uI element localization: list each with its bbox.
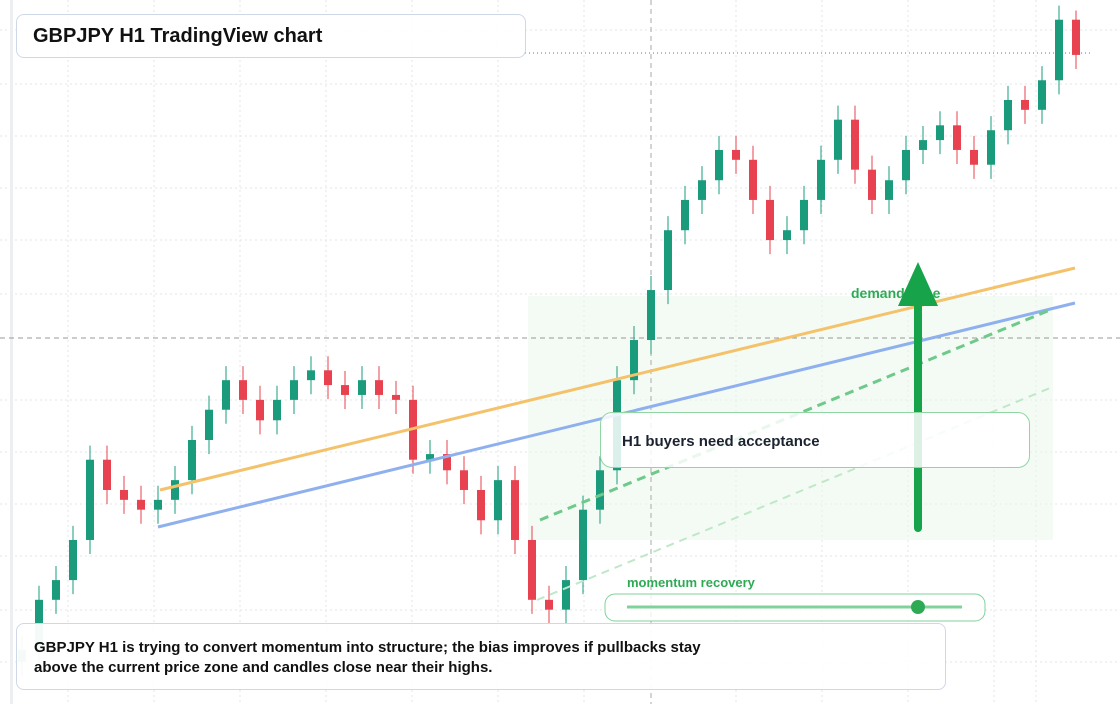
candle-body — [579, 509, 587, 581]
candle-body — [953, 125, 961, 150]
candle-body — [256, 399, 264, 421]
candle-body — [137, 499, 145, 510]
candle-body — [511, 480, 519, 540]
candle-body — [562, 580, 570, 610]
candle-body — [460, 470, 468, 490]
candle-body — [732, 149, 740, 160]
candle-body — [443, 454, 451, 471]
momentum-label: momentum recovery — [627, 575, 756, 590]
candle-body — [766, 199, 774, 241]
callout: H1 buyers need acceptance — [600, 412, 1030, 468]
candle-body — [698, 180, 706, 200]
candle-body — [222, 380, 230, 410]
candle-body — [851, 119, 859, 170]
candle-body — [290, 380, 298, 400]
candle-body — [919, 140, 927, 150]
candle-body — [358, 380, 366, 395]
candle-body — [307, 370, 315, 381]
candle-body — [834, 119, 842, 160]
slider-knob — [911, 600, 925, 614]
candle-body — [817, 159, 825, 200]
caption-text: GBPJPY H1 is trying to convert momentum … — [34, 639, 701, 676]
candle-body — [273, 399, 281, 421]
candle-body — [885, 180, 893, 200]
candle-body — [205, 409, 213, 440]
candle-body — [426, 454, 434, 460]
candle-body — [596, 470, 604, 510]
candle-body — [528, 539, 536, 600]
candle-body — [341, 385, 349, 395]
chart-title: GBPJPY H1 TradingView chart — [16, 14, 526, 58]
candle-body — [1038, 80, 1046, 110]
candle-body — [715, 149, 723, 181]
candle-body — [647, 290, 655, 341]
candle-body — [154, 499, 162, 510]
candle-body — [477, 489, 485, 521]
candle-body — [902, 149, 910, 181]
arrow-head — [898, 262, 938, 306]
left-edge — [10, 0, 13, 704]
candle-body — [630, 340, 638, 381]
candle-body — [120, 489, 128, 500]
candle-body — [749, 159, 757, 200]
candle-body — [392, 394, 400, 400]
candle-body — [86, 459, 94, 540]
candle-body — [664, 230, 672, 291]
candle-body — [545, 599, 553, 610]
candle-body — [681, 199, 689, 231]
candle-body — [69, 539, 77, 581]
candle-body — [1055, 19, 1063, 81]
candle-body — [800, 199, 808, 231]
candle-body — [171, 480, 179, 500]
candle-body — [188, 440, 196, 481]
candle-body — [970, 149, 978, 165]
candle-body — [52, 580, 60, 600]
candle-body — [239, 380, 247, 400]
candle-body — [1072, 19, 1080, 55]
candle-body — [936, 125, 944, 141]
candle-body — [1021, 99, 1029, 110]
candle-body — [494, 480, 502, 521]
caption: GBPJPY H1 is trying to convert momentum … — [16, 623, 946, 690]
candle-body — [783, 230, 791, 241]
candle-body — [987, 130, 995, 165]
candle-body — [868, 169, 876, 200]
candle-body — [324, 370, 332, 386]
candle-body — [103, 459, 111, 490]
candle-body — [1004, 99, 1012, 131]
candle-body — [375, 380, 383, 395]
